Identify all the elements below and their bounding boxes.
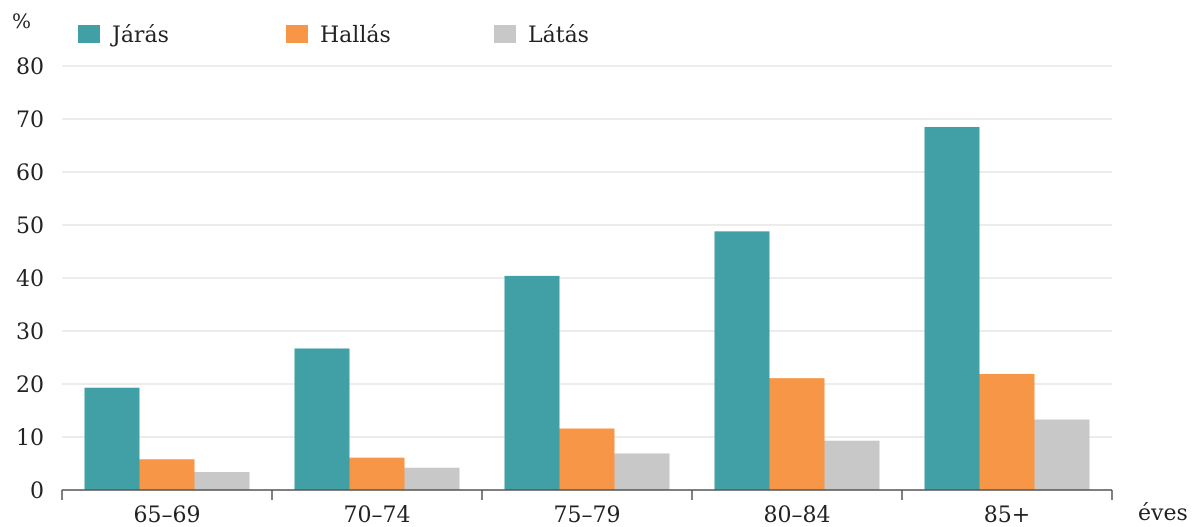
legend-label: Hallás xyxy=(320,23,391,48)
x-tick-label: 70–74 xyxy=(344,503,411,527)
y-tick-label: 20 xyxy=(16,373,44,398)
bar-Látás-85+ xyxy=(1034,419,1090,490)
bar-Járás-75–79 xyxy=(504,275,560,490)
legend-swatch xyxy=(494,25,516,43)
bar-Látás-80–84 xyxy=(824,440,880,490)
legend-swatch xyxy=(78,25,100,43)
grid-lines xyxy=(62,65,1112,438)
x-tick-label: 85+ xyxy=(984,503,1030,527)
bar-Hallás-70–74 xyxy=(349,457,405,490)
x-tick-labels: 65–69 70–74 75–79 80–84 85+ xyxy=(134,503,1031,527)
bar-Járás-85+ xyxy=(924,126,980,490)
y-axis-label: % xyxy=(12,9,31,33)
x-tick-label: 65–69 xyxy=(134,503,201,527)
x-axis-label: éves xyxy=(1138,501,1188,526)
x-tick-label: 80–84 xyxy=(764,503,831,527)
bar-Járás-65–69 xyxy=(84,387,140,490)
legend-label: Látás xyxy=(528,23,589,48)
bar-Járás-70–74 xyxy=(294,348,350,490)
legend-label: Járás xyxy=(110,23,169,48)
bars xyxy=(84,126,1090,491)
bar-Látás-65–69 xyxy=(194,471,250,490)
y-tick-label: 30 xyxy=(16,320,44,345)
y-tick-label: 10 xyxy=(16,426,44,451)
y-tick-label: 60 xyxy=(16,161,44,186)
bar-Látás-75–79 xyxy=(614,453,670,490)
bar-Hallás-85+ xyxy=(979,373,1035,490)
x-tick-label: 75–79 xyxy=(554,503,621,527)
y-tick-label: 70 xyxy=(16,108,44,133)
bar-Látás-70–74 xyxy=(404,467,460,490)
y-tick-label: 80 xyxy=(16,55,44,80)
axes xyxy=(61,489,1113,500)
bar-Hallás-65–69 xyxy=(139,459,195,490)
y-tick-label: 50 xyxy=(16,214,44,239)
bar-Hallás-75–79 xyxy=(559,428,615,490)
y-tick-label: 0 xyxy=(30,479,44,504)
bar-Járás-80–84 xyxy=(714,231,770,491)
y-tick-labels: 0 10 20 30 40 50 60 70 80 xyxy=(16,55,44,504)
legend-swatch xyxy=(286,25,308,43)
bar-Hallás-80–84 xyxy=(769,378,825,490)
y-tick-label: 40 xyxy=(16,267,44,292)
legend: Járás Hallás Látás xyxy=(78,23,589,48)
